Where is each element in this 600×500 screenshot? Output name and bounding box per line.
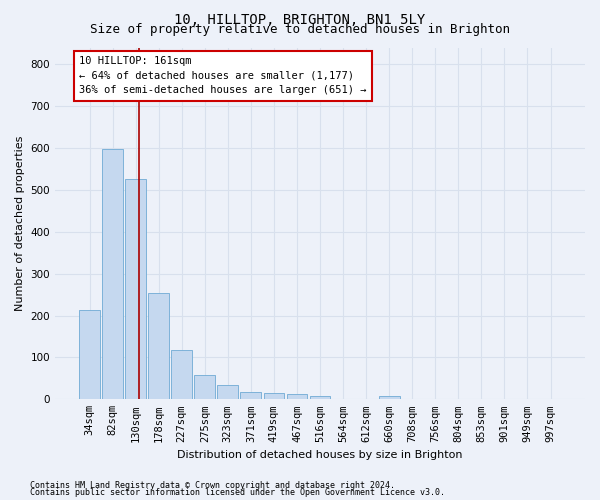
Text: Contains public sector information licensed under the Open Government Licence v3: Contains public sector information licen…: [30, 488, 445, 497]
Bar: [263, 393, 284, 400]
Bar: [125, 180, 146, 400]
Text: 10 HILLTOP: 161sqm
← 64% of detached houses are smaller (1,177)
36% of semi-deta: 10 HILLTOP: 161sqm ← 64% of detached hou…: [79, 56, 367, 96]
Bar: [379, 396, 400, 400]
Bar: [102, 149, 123, 400]
Bar: [241, 392, 261, 400]
Y-axis label: Number of detached properties: Number of detached properties: [15, 136, 25, 311]
Bar: [287, 394, 307, 400]
Bar: [217, 386, 238, 400]
Bar: [148, 294, 169, 400]
Text: 10, HILLTOP, BRIGHTON, BN1 5LY: 10, HILLTOP, BRIGHTON, BN1 5LY: [175, 12, 425, 26]
Bar: [79, 310, 100, 400]
Bar: [194, 376, 215, 400]
Bar: [310, 396, 331, 400]
Text: Size of property relative to detached houses in Brighton: Size of property relative to detached ho…: [90, 22, 510, 36]
X-axis label: Distribution of detached houses by size in Brighton: Distribution of detached houses by size …: [177, 450, 463, 460]
Bar: [172, 350, 192, 400]
Text: Contains HM Land Registry data © Crown copyright and database right 2024.: Contains HM Land Registry data © Crown c…: [30, 480, 395, 490]
